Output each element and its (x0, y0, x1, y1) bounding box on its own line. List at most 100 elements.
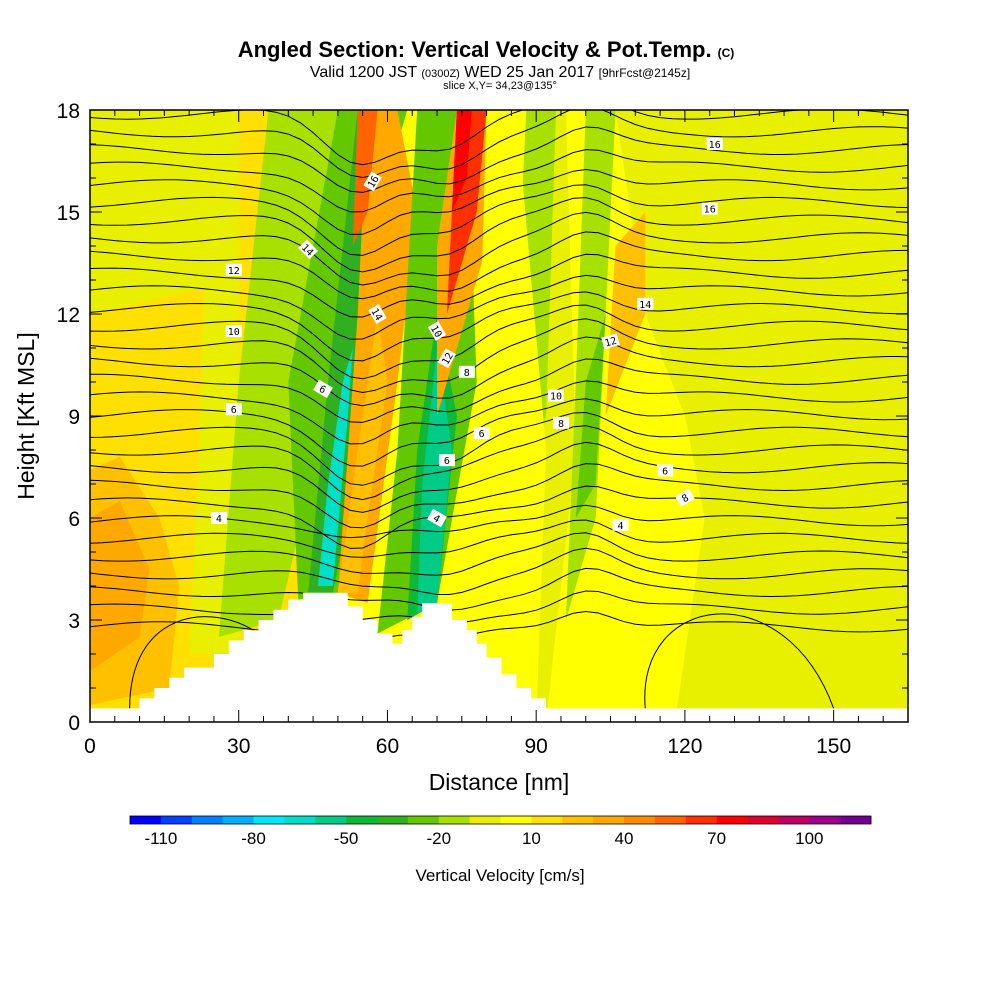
field-region-west-orange2 (90, 501, 150, 671)
colorbar-swatch (160, 816, 193, 824)
contour-label-text: 10 (550, 392, 562, 403)
contour-label: 14 (637, 297, 654, 311)
field-downdraft-b-core (417, 348, 452, 614)
plot-area (90, 110, 908, 722)
theta-contour-line (90, 610, 908, 644)
theta-contour-line (90, 184, 908, 256)
colorbar: -110 -80 -50 -20 10 40 70 100 (129, 815, 872, 848)
contour-label: 16 (706, 138, 723, 151)
theta-contour-line (90, 336, 908, 407)
contour-label: 6 (225, 403, 242, 416)
contour-label-text: 16 (709, 140, 721, 151)
contour-label-text: 4 (431, 513, 442, 526)
y-tick-label: 3 (68, 610, 80, 633)
x-axis-label: Distance [nm] (429, 769, 570, 795)
contour-label-text: 8 (464, 368, 470, 379)
x-tick-label: 30 (227, 735, 250, 758)
chart-title: Angled Section: Vertical Velocity & Pot.… (238, 37, 735, 62)
contour-label: 8 (674, 488, 695, 507)
field-updraft-b-red (451, 110, 472, 212)
title-main: Angled Section: Vertical Velocity & Pot.… (238, 37, 712, 62)
colorbar-tick-label: -110 (145, 829, 178, 848)
contour-label-text: 8 (680, 493, 691, 506)
colorbar-tick-label: 40 (615, 829, 634, 848)
colorbar-swatch (809, 816, 841, 824)
y-axis-ticks: 0 3 6 9 12 15 18 (57, 100, 908, 735)
subtitle-date: WED 25 Jan 2017 (464, 64, 594, 81)
contour-label: 16 (363, 171, 382, 192)
vertical-velocity-field (90, 110, 908, 722)
contour-label-text: 14 (639, 300, 651, 311)
theta-contour-line (90, 149, 908, 213)
theta-contour-line (90, 441, 908, 513)
colorbar-swatch (438, 816, 470, 824)
svg-text:Valid 1200 JST (0300Z): Valid 1200 JST (0300Z) WED 25 Jan 2017 [… (310, 64, 690, 81)
theta-contour-line (90, 358, 908, 423)
colorbar-swatch (315, 816, 347, 824)
contour-label: 8 (458, 365, 475, 379)
contour-label: 10 (548, 389, 564, 403)
theta-contour-line (90, 567, 908, 611)
colorbar-swatch (222, 816, 254, 824)
contour-label: 12 (225, 263, 242, 277)
contour-label: 4 (427, 508, 447, 528)
y-tick-label: 15 (57, 202, 80, 225)
contour-label-text: 16 (366, 174, 382, 190)
contour-label: 6 (473, 427, 490, 440)
contour-label-text: 6 (444, 456, 450, 467)
contour-label: 12 (601, 333, 620, 350)
x-tick-label: 90 (525, 735, 548, 758)
colorbar-swatch (778, 816, 810, 824)
colorbar-swatch (562, 816, 594, 824)
contour-label: 10 (427, 321, 447, 341)
theta-contour-line (90, 532, 908, 576)
contour-label-text: 6 (317, 384, 328, 397)
y-tick-label: 12 (57, 304, 80, 327)
colorbar-swatch (624, 816, 656, 824)
theta-contour-line (90, 168, 908, 235)
colorbar-tick-label: -50 (334, 829, 359, 848)
contour-label-text: 10 (428, 324, 444, 340)
colorbar-tick-label: 10 (522, 829, 541, 848)
theta-contour-line (90, 590, 908, 624)
field-downdraft-d-core (575, 314, 606, 518)
contour-label: 16 (701, 202, 718, 216)
contour-label: 6 (313, 379, 333, 398)
theta-contour-closed (644, 613, 835, 709)
contour-label-text: 4 (216, 514, 222, 525)
colorbar-tick-label: 70 (707, 829, 726, 848)
colorbar-frame (129, 815, 872, 825)
field-region-west-lime (90, 110, 239, 314)
colorbar-swatch (685, 816, 717, 824)
colorbar-swatch (531, 816, 563, 824)
theta-contour-line (90, 318, 908, 394)
contour-label-text: 12 (440, 351, 456, 367)
contour-label: 8 (553, 416, 569, 430)
theta-contour-line (90, 274, 908, 340)
field-downdraft-a-core (318, 348, 353, 586)
contour-label-text: 4 (617, 521, 623, 532)
colorbar-swatch (191, 816, 223, 824)
contour-label-text: 12 (228, 266, 240, 277)
theta-contour-line (90, 211, 908, 286)
contour-label: 4 (210, 512, 227, 525)
x-axis-ticks: 0 30 60 90 120 150 (84, 110, 909, 758)
colorbar-swatch (654, 816, 687, 824)
contour-label: 6 (438, 454, 455, 467)
contour-label: 4 (612, 518, 629, 532)
theta-contour-line (90, 110, 908, 179)
field-region-center-yellow (476, 110, 547, 722)
subtitle-zulu: (0300Z) (421, 68, 460, 80)
contour-label: 14 (368, 304, 387, 324)
x-tick-label: 150 (816, 735, 851, 758)
theta-contour-line (90, 547, 908, 596)
potential-temperature-contours (90, 110, 908, 709)
contour-label-text: 14 (368, 307, 384, 323)
contour-label: 6 (657, 464, 674, 477)
colorbar-swatch (377, 816, 409, 824)
contour-label: 10 (225, 325, 242, 338)
theta-contour-line (90, 231, 908, 300)
theta-contour-line (90, 380, 908, 445)
theta-contour-line (90, 126, 908, 193)
